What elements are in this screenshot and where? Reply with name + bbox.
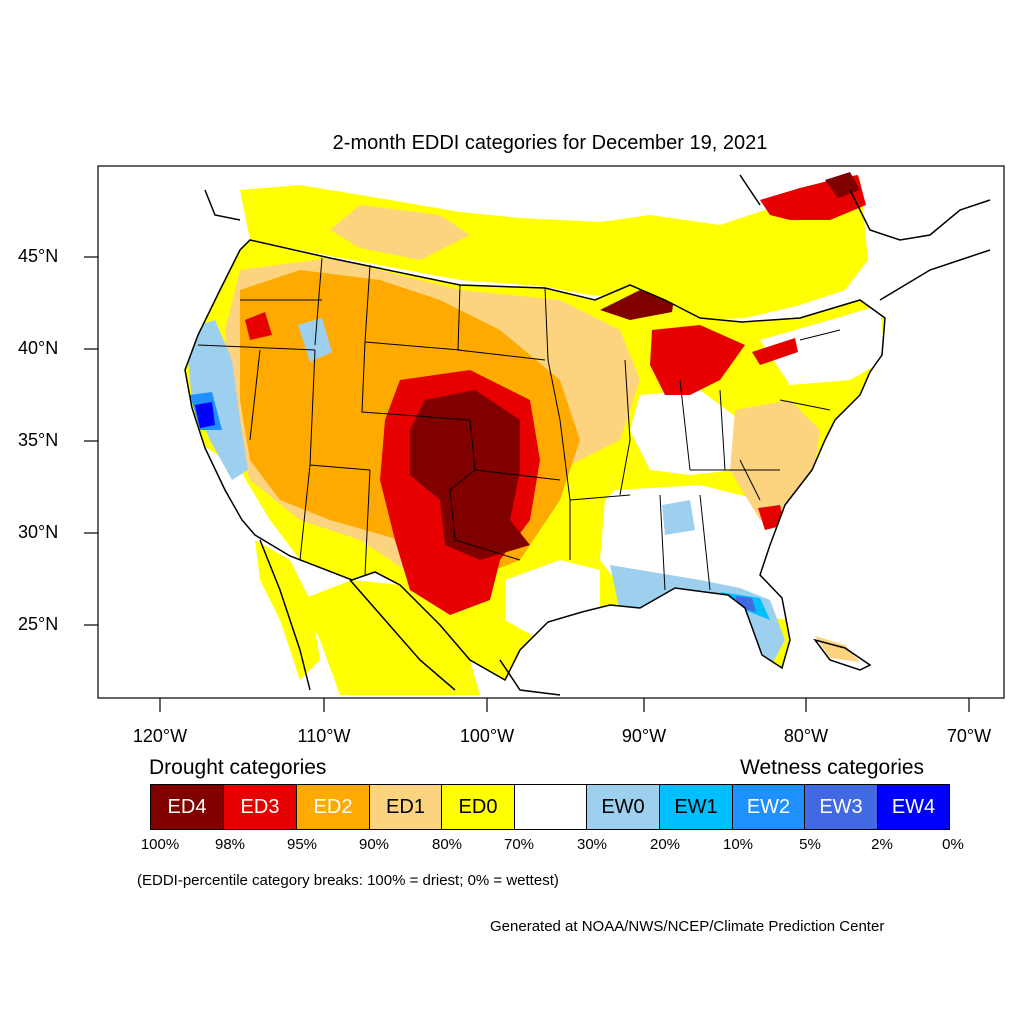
percentile-label: 95% (286, 836, 318, 853)
legend-box-ed2: ED2 (296, 784, 370, 830)
ohio-valley-normal-region (630, 390, 740, 475)
percentile-label: 30% (576, 836, 608, 853)
lat-label-40: 40°N (18, 338, 59, 358)
legend-box-normal (514, 784, 587, 830)
us-outline (184, 239, 886, 682)
cuba-outline (813, 638, 872, 671)
lake-michigan-huron-ed3 (650, 325, 745, 395)
wetness-categories-heading: Wetness categories (740, 756, 925, 779)
percentile-label: 20% (649, 836, 681, 853)
legend-box-ew3: EW3 (804, 784, 878, 830)
percentile-label: 80% (431, 836, 463, 853)
gulf-coast-wet-region (610, 565, 785, 668)
lat-label-45: 45°N (18, 246, 59, 266)
canada-ed1-patch (330, 205, 470, 260)
mexico-coast (259, 539, 561, 696)
baja-dryness-region (255, 540, 320, 680)
credit-line: Generated at NOAA/NWS/NCEP/Climate Predi… (490, 918, 885, 935)
percentile-label: 0% (942, 836, 964, 853)
legend-box-ew0: EW0 (586, 784, 660, 830)
pacific-coast-ew4-patch (195, 402, 215, 428)
percentile-label: 10% (722, 836, 754, 853)
mississippi-wet-patch (662, 500, 695, 535)
legend-box-ew2: EW2 (732, 784, 805, 830)
axis-ticks (84, 256, 970, 712)
percentile-label: 90% (358, 836, 390, 853)
map-frame (97, 165, 1005, 699)
legend-box-ed1: ED1 (369, 784, 442, 830)
california-ed3-patch (245, 312, 272, 340)
lat-label-35: 35°N (18, 430, 59, 450)
pacific-coast-wet-region (185, 320, 248, 480)
lon-label-80: 80°W (783, 726, 829, 746)
mexico-dryness-region (300, 580, 480, 695)
southern-plains-ed4-region (410, 390, 530, 560)
drought-categories-heading: Drought categories (149, 756, 327, 779)
legend-box-ed3: ED3 (223, 784, 297, 830)
lat-label-25: 25°N (18, 614, 59, 634)
lon-label-110: 110°W (297, 726, 351, 746)
lon-label-120: 120°W (132, 726, 188, 746)
legend-box-ew4: EW4 (877, 784, 950, 830)
contiguous-us-categories (185, 240, 885, 680)
map-data-layer (185, 172, 885, 695)
lon-label-90: 90°W (621, 726, 667, 746)
lake-ontario-ed3 (752, 338, 798, 365)
percentile-label: 70% (503, 836, 535, 853)
percentile-label: 5% (799, 836, 821, 853)
lat-label-30: 30°N (18, 522, 59, 542)
map-title: 2-month EDDI categories for December 19,… (332, 132, 768, 154)
percentile-label: 2% (871, 836, 893, 853)
category-breaks-note: (EDDI-percentile category breaks: 100% =… (137, 872, 559, 889)
legend-box-ed0: ED0 (441, 784, 515, 830)
lon-label-100: 100°W (459, 726, 515, 746)
state-lines (197, 257, 841, 591)
percentile-label: 98% (214, 836, 246, 853)
lon-label-70: 70°W (946, 726, 992, 746)
northeast-normal-region (760, 305, 885, 385)
lake-superior-ed4 (600, 290, 675, 320)
legend-box-ed4: ED4 (150, 784, 224, 830)
legend-box-ew1: EW1 (659, 784, 733, 830)
boundaries-layer (184, 174, 991, 696)
canada-coast (204, 174, 991, 301)
percentile-label: 100% (140, 836, 180, 853)
